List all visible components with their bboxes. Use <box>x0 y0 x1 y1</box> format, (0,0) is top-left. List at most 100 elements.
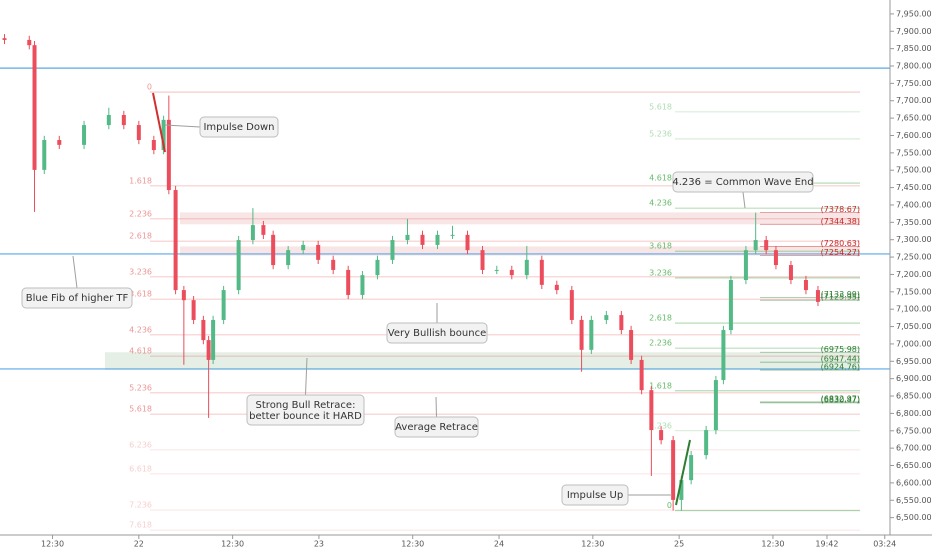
y-tick-label: 6,900.00 <box>896 374 932 383</box>
callout: Very Bullish bounce <box>386 303 488 344</box>
y-tick-label: 7,400.00 <box>896 200 932 209</box>
candle-body <box>32 45 37 170</box>
x-tick-label: 23 <box>314 540 324 549</box>
price-label: (6924.76) <box>821 363 860 372</box>
candle-body <box>221 290 226 320</box>
candle-body <box>121 114 126 126</box>
fib-label: 1.236 <box>649 421 672 430</box>
y-tick-label: 7,350.00 <box>896 218 932 227</box>
callout-pointer <box>305 357 308 396</box>
fib-label: 3.618 <box>129 290 152 299</box>
candle-body <box>206 340 211 360</box>
candle-body <box>743 250 748 281</box>
candle-body <box>106 114 111 126</box>
y-tick-label: 6,550.00 <box>896 496 932 505</box>
candle-body <box>764 240 769 251</box>
fib-label: 4.618 <box>649 174 672 183</box>
candle-body <box>689 455 694 481</box>
callout-box <box>561 484 629 506</box>
y-tick-label: 7,950.00 <box>896 9 932 18</box>
price-label: (7133.99) <box>821 290 860 299</box>
candle-body <box>788 265 793 281</box>
fib-label: 0 <box>667 501 672 510</box>
candle-body <box>161 119 166 151</box>
x-tick-label: 24 <box>494 540 504 549</box>
candle-body <box>589 319 594 350</box>
fib-label: 5.236 <box>129 383 152 392</box>
candle-body <box>151 140 156 151</box>
fib-label: 5.618 <box>649 102 672 111</box>
candle-body <box>250 225 255 241</box>
candle-body <box>728 280 733 331</box>
callout-text: better bounce it HARD <box>249 411 362 422</box>
y-tick-label: 6,750.00 <box>896 426 932 435</box>
candle-body <box>524 259 529 276</box>
y-tick-label: 7,100.00 <box>896 305 932 314</box>
y-tick-label: 7,500.00 <box>896 166 932 175</box>
y-tick-label: 7,250.00 <box>896 253 932 262</box>
callout-pointer <box>164 124 201 128</box>
candle-body <box>173 190 178 291</box>
callout-text: Strong Bull Retrace: <box>256 400 356 411</box>
callout-box <box>672 171 814 193</box>
y-tick-label: 7,150.00 <box>896 287 932 296</box>
candle-body <box>753 240 758 251</box>
price-label: (7378.67) <box>821 205 860 214</box>
candle-body <box>211 319 216 360</box>
candle-body <box>346 269 351 295</box>
price-label: (6830.47) <box>821 395 860 404</box>
y-tick-label: 7,300.00 <box>896 235 932 244</box>
candle-body <box>166 119 171 191</box>
callout: Impulse Down <box>164 116 279 138</box>
callout-pointer <box>435 396 437 418</box>
candle-body <box>679 480 684 500</box>
impulse-down-line <box>152 92 166 153</box>
candle-body <box>649 390 654 431</box>
fib-label: 4.236 <box>129 325 152 334</box>
candle-body <box>27 39 32 46</box>
candle-body <box>286 250 291 266</box>
candle-body <box>271 234 276 266</box>
candle-body <box>773 250 778 266</box>
y-tick-label: 6,600.00 <box>896 478 932 487</box>
zone <box>105 352 860 371</box>
candle-body <box>420 234 425 245</box>
callout: Blue Fib of higher TF <box>21 255 133 309</box>
price-label: (6947.44) <box>821 355 860 364</box>
callout-box <box>386 322 488 344</box>
impulse-up-line <box>675 439 691 506</box>
candle-body <box>671 440 676 500</box>
callout-pointer <box>72 255 78 289</box>
y-tick-label: 6,950.00 <box>896 357 932 366</box>
x-tick-label: 03:24 <box>873 540 896 549</box>
y-tick-label: 7,050.00 <box>896 322 932 331</box>
candle-body <box>181 290 186 301</box>
x-tick-label: 12:30 <box>581 540 604 549</box>
callout-text: Impulse Down <box>203 122 274 133</box>
x-tick-label: 12:30 <box>221 540 244 549</box>
callout: Average Retrace <box>394 396 479 438</box>
fib-label: 2.618 <box>129 232 152 241</box>
callout-text: Average Retrace <box>395 422 478 433</box>
callout-box <box>394 416 479 438</box>
callout-text: Very Bullish bounce <box>388 328 486 339</box>
candle-body <box>375 259 380 276</box>
y-tick-label: 7,750.00 <box>896 79 932 88</box>
candle-body <box>713 380 718 431</box>
y-tick-label: 7,900.00 <box>896 27 932 36</box>
candle-body <box>721 330 726 381</box>
callout-text: Impulse Up <box>567 490 623 501</box>
callout-text: Blue Fib of higher TF <box>26 293 129 304</box>
fib-label: 5.236 <box>649 129 672 138</box>
fib-label: 6.618 <box>129 464 152 473</box>
candle-body <box>509 269 514 276</box>
zone <box>180 212 860 225</box>
callout-box <box>246 394 365 426</box>
fib-label: 7.618 <box>129 521 152 530</box>
x-tick-label: 12:30 <box>401 540 424 549</box>
candle-body <box>465 234 470 251</box>
candle-body <box>803 280 808 291</box>
fib-label: 7.236 <box>129 500 152 509</box>
candle-body <box>815 290 820 302</box>
x-tick-label: 19:42 <box>815 540 838 549</box>
